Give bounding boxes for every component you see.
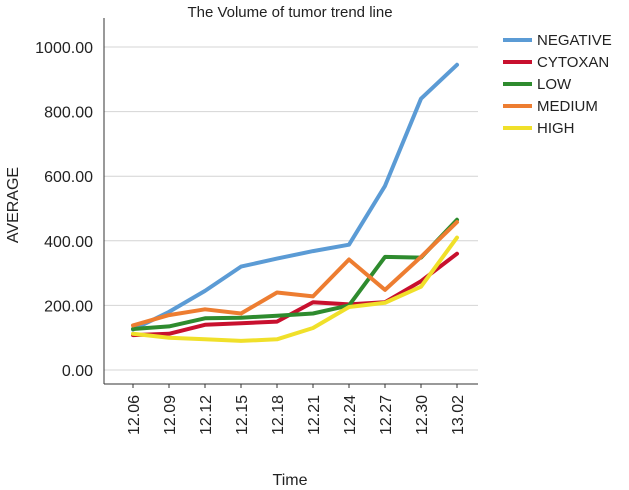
- x-axis-label: Time: [273, 472, 308, 489]
- y-tick-label: 600.00: [44, 169, 93, 186]
- x-tick-label: 12.24: [342, 395, 359, 435]
- legend-label: LOW: [537, 76, 572, 93]
- series-line-medium: [131, 220, 459, 328]
- legend-item-high: HIGH: [503, 120, 575, 137]
- x-tick-label: 12.06: [126, 395, 143, 435]
- legend-label: HIGH: [537, 120, 575, 137]
- grid: [104, 46, 478, 371]
- series-line-cytoxan: [131, 251, 459, 338]
- legend-item-medium: MEDIUM: [503, 98, 598, 115]
- y-tick-label: 800.00: [44, 105, 93, 122]
- series-line-negative: [131, 62, 459, 332]
- legend-label: NEGATIVE: [537, 32, 612, 49]
- legend-item-negative: NEGATIVE: [503, 32, 612, 49]
- series-line-low: [131, 217, 459, 331]
- y-tick-label: 400.00: [44, 234, 93, 251]
- x-tick-label: 12.21: [306, 395, 323, 435]
- y-tick-label: 200.00: [44, 298, 93, 315]
- chart-title: The Volume of tumor trend line: [187, 4, 392, 21]
- x-tick-labels: 12.06 12.09 12.12 12.15 12.18 12.21 12.24 12.27…: [126, 384, 467, 435]
- series-lines: [131, 62, 459, 343]
- y-axis-label: AVERAGE: [5, 167, 22, 243]
- x-tick-label: 12.12: [198, 395, 215, 435]
- x-tick-label: 12.09: [162, 395, 179, 435]
- y-tick-label: 0.00: [62, 363, 93, 380]
- x-tick-label: 12.15: [234, 395, 251, 435]
- x-tick-label: 12.18: [270, 395, 287, 435]
- axes: [103, 18, 478, 385]
- series-line-high: [131, 235, 459, 343]
- x-tick-label: 12.30: [414, 395, 431, 435]
- legend-label: MEDIUM: [537, 98, 598, 115]
- legend: NEGATIVE CYTOXAN LOW MEDIUM HIGH: [503, 32, 612, 137]
- legend-label: CYTOXAN: [537, 54, 609, 71]
- y-tick-labels: 0.00 200.00 400.00 600.00 800.00 1000.00: [35, 40, 93, 380]
- legend-item-low: LOW: [503, 76, 572, 93]
- legend-item-cytoxan: CYTOXAN: [503, 54, 609, 71]
- x-tick-label: 13.02: [450, 395, 467, 435]
- y-tick-label: 1000.00: [35, 40, 93, 57]
- x-tick-label: 12.27: [378, 395, 395, 435]
